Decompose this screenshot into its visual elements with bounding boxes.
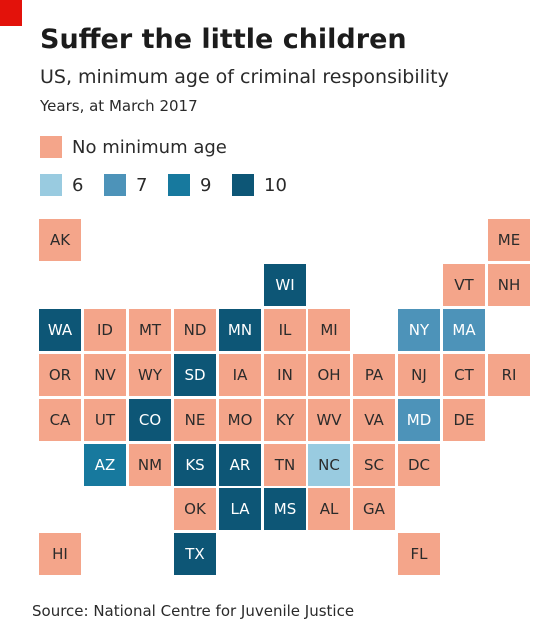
state-tile-ut: UT (84, 399, 126, 441)
state-tile-ks: KS (174, 444, 216, 486)
state-tile-mi: MI (308, 309, 350, 351)
source-note: Source: National Centre for Juvenile Jus… (32, 602, 355, 620)
state-tile-ne: NE (174, 399, 216, 441)
legend-swatch (168, 174, 190, 196)
state-tile-ri: RI (488, 354, 530, 396)
legend-item-7: 7 (104, 174, 147, 196)
state-tile-ia: IA (219, 354, 261, 396)
state-tile-nm: NM (129, 444, 171, 486)
state-tile-de: DE (443, 399, 485, 441)
state-tile-wy: WY (129, 354, 171, 396)
state-tile-in: IN (264, 354, 306, 396)
state-tile-va: VA (353, 399, 395, 441)
state-tile-il: IL (264, 309, 306, 351)
state-tile-al: AL (308, 488, 350, 530)
chart-title: Suffer the little children (40, 24, 407, 55)
state-tile-oh: OH (308, 354, 350, 396)
state-tile-nj: NJ (398, 354, 440, 396)
legend-item-6: 6 (40, 174, 83, 196)
legend-swatch (232, 174, 254, 196)
state-tile-ok: OK (174, 488, 216, 530)
state-tile-wa: WA (39, 309, 81, 351)
chart-units: Years, at March 2017 (40, 97, 198, 115)
state-tile-tx: TX (174, 533, 216, 575)
state-tile-ca: CA (39, 399, 81, 441)
state-tile-sc: SC (353, 444, 395, 486)
legend-swatch (40, 136, 62, 158)
legend-item-none: No minimum age (40, 136, 227, 158)
legend-swatch (40, 174, 62, 196)
state-tile-ny: NY (398, 309, 440, 351)
state-tile-ak: AK (39, 219, 81, 261)
state-tile-md: MD (398, 399, 440, 441)
state-tile-vt: VT (443, 264, 485, 306)
state-tile-ar: AR (219, 444, 261, 486)
state-tile-or: OR (39, 354, 81, 396)
state-tile-dc: DC (398, 444, 440, 486)
state-tile-wv: WV (308, 399, 350, 441)
state-tile-ma: MA (443, 309, 485, 351)
state-tile-ct: CT (443, 354, 485, 396)
state-tile-tn: TN (264, 444, 306, 486)
state-tile-nd: ND (174, 309, 216, 351)
state-tile-nv: NV (84, 354, 126, 396)
legend-item-9: 9 (168, 174, 211, 196)
state-tile-hi: HI (39, 533, 81, 575)
state-tile-fl: FL (398, 533, 440, 575)
state-tile-wi: WI (264, 264, 306, 306)
state-tile-ms: MS (264, 488, 306, 530)
state-tile-mn: MN (219, 309, 261, 351)
state-tile-mt: MT (129, 309, 171, 351)
legend-label: 7 (136, 174, 148, 196)
state-tile-la: LA (219, 488, 261, 530)
state-tile-az: AZ (84, 444, 126, 486)
brand-tag (0, 0, 22, 26)
state-tile-ky: KY (264, 399, 306, 441)
legend-label: 6 (72, 174, 84, 196)
state-tile-sd: SD (174, 354, 216, 396)
state-tile-me: ME (488, 219, 530, 261)
state-tile-ga: GA (353, 488, 395, 530)
legend-label: 9 (200, 174, 212, 196)
state-tile-mo: MO (219, 399, 261, 441)
legend-item-10: 10 (232, 174, 287, 196)
chart-subtitle: US, minimum age of criminal responsibili… (40, 66, 449, 88)
legend-label: No minimum age (72, 136, 227, 158)
legend-swatch (104, 174, 126, 196)
state-tile-nh: NH (488, 264, 530, 306)
state-tile-nc: NC (308, 444, 350, 486)
state-tile-pa: PA (353, 354, 395, 396)
state-tile-co: CO (129, 399, 171, 441)
legend-label: 10 (264, 174, 287, 196)
state-tile-id: ID (84, 309, 126, 351)
legend: No minimum age 6 7 9 10 (40, 136, 440, 206)
